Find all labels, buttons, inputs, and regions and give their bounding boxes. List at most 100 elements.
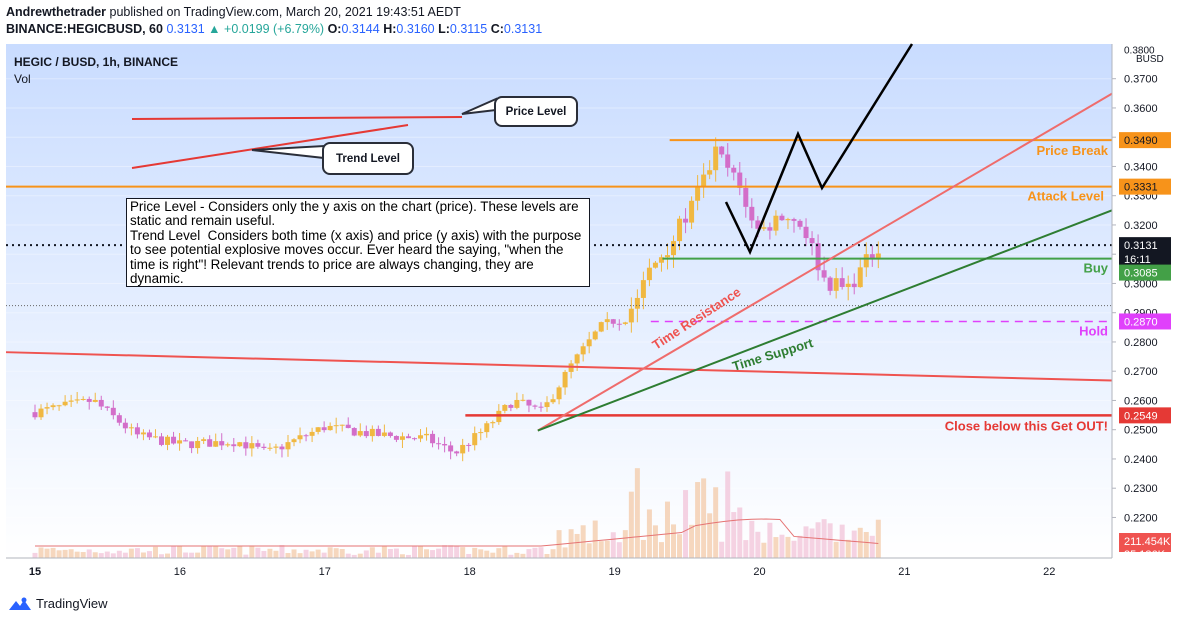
- volume-bar: [345, 553, 351, 558]
- buy-tag-bg: [1119, 264, 1171, 281]
- volume-bar: [725, 471, 731, 558]
- descending-trend-line[interactable]: [5, 351, 1113, 382]
- volume-bar: [243, 554, 249, 558]
- price-tick: 0.2500: [1124, 425, 1158, 437]
- time-tick: 16: [174, 566, 186, 578]
- candle-body: [393, 435, 399, 440]
- volume-bar: [472, 547, 478, 558]
- volume-bar: [44, 548, 50, 558]
- volume-bar: [92, 552, 98, 558]
- volume-bar: [839, 524, 845, 558]
- price-level-sample-line[interactable]: [131, 116, 463, 120]
- candle-body: [195, 440, 201, 449]
- price-level-callout-text: Price Level: [505, 105, 567, 118]
- volume-bar: [405, 554, 411, 558]
- volume-bar: [303, 549, 309, 558]
- description-textbox[interactable]: Price Level - Considers only the y axis …: [126, 198, 590, 287]
- trend-level-sample-line[interactable]: [131, 124, 409, 169]
- time-tick: 20: [753, 566, 765, 578]
- volume-bar: [165, 553, 171, 558]
- candle-body: [255, 443, 261, 447]
- last-price-tag-bg: [1119, 237, 1171, 268]
- projection-path[interactable]: [724, 43, 914, 256]
- candle-body: [249, 443, 255, 449]
- candle-body: [851, 283, 857, 288]
- volume-bar: [652, 525, 658, 558]
- candle-body: [363, 431, 369, 437]
- candle-body: [767, 227, 773, 231]
- publish-header: Andrewthetrader published on TradingView…: [6, 4, 542, 38]
- candle-body: [442, 444, 448, 446]
- volume-bar: [38, 547, 44, 558]
- volume-bar: [339, 548, 345, 558]
- volume-bar: [291, 549, 297, 558]
- close-value: 0.3131: [503, 22, 543, 36]
- volume-bar: [454, 546, 460, 558]
- candle-body: [315, 427, 321, 432]
- candle-body: [92, 399, 98, 402]
- volume-bar: [237, 545, 243, 558]
- candle-body: [658, 257, 664, 263]
- volume-bar: [797, 535, 803, 558]
- candle-body: [526, 399, 532, 406]
- price-level-callout[interactable]: Price Level: [494, 96, 578, 127]
- candle-body: [827, 277, 833, 291]
- close-label: C:: [490, 22, 504, 36]
- volume-bar: [381, 545, 387, 558]
- candle-body: [418, 435, 424, 439]
- vol-label: Vol: [14, 72, 31, 86]
- volume-bar: [761, 542, 767, 558]
- volume-bar: [779, 534, 785, 558]
- candle-body: [309, 431, 315, 436]
- volume-bar: [80, 552, 86, 558]
- symbol-label: BINANCE:HEGICBUSD, 60: [6, 22, 163, 36]
- volume-bar: [68, 549, 74, 558]
- volume-bar: [285, 553, 291, 558]
- author-name[interactable]: Andrewthetrader: [6, 5, 107, 19]
- time-support-line[interactable]: [537, 209, 1113, 432]
- time-axis[interactable]: 15 16 17 18 19 20 21 22: [6, 557, 1112, 580]
- time-tick: 22: [1043, 566, 1055, 578]
- volume-bar: [231, 547, 237, 558]
- volume-bar: [538, 547, 544, 558]
- volume-bar: [586, 543, 592, 558]
- volume-bar: [424, 549, 430, 558]
- volume-bar: [56, 550, 62, 558]
- candle-body: [803, 226, 809, 239]
- candle-body: [98, 399, 104, 407]
- candle-body: [773, 215, 779, 231]
- candle-body: [375, 428, 381, 436]
- volume-bar: [803, 526, 809, 558]
- price-change: ▲ +0.0199 (+6.79%): [208, 22, 325, 36]
- candle-body: [671, 241, 677, 256]
- candle-body: [484, 423, 490, 433]
- volume-bar: [755, 531, 761, 558]
- candle-body: [213, 441, 219, 447]
- volume-bar: [279, 545, 285, 558]
- attack-level-label: Attack Level: [1027, 189, 1104, 204]
- chart-legend: HEGIC / BUSD, 1h, BINANCE Vol: [14, 54, 178, 88]
- candle-body: [219, 441, 225, 446]
- candle-body: [797, 220, 803, 227]
- price-axis[interactable]: 0.3800BUSD0.37000.36000.35000.34000.3300…: [1111, 44, 1188, 561]
- get-out-tag-bg: [1119, 407, 1171, 424]
- volume-bar: [484, 550, 490, 558]
- trend-level-callout[interactable]: Trend Level: [322, 142, 414, 175]
- volume-bar: [719, 541, 725, 558]
- volume-bar: [689, 524, 695, 558]
- candle-body: [755, 220, 761, 229]
- price-tick: 0.3400: [1124, 161, 1158, 173]
- candle-body: [833, 278, 839, 291]
- volume-bar: [152, 546, 158, 558]
- time-tick: 18: [464, 566, 476, 578]
- volume-bar: [261, 550, 267, 558]
- candle-body: [839, 278, 845, 287]
- volume-bar: [827, 523, 833, 558]
- footer-brand[interactable]: TradingView: [8, 596, 108, 611]
- price-tick: 0.2700: [1124, 366, 1158, 378]
- volume-bar: [707, 513, 713, 558]
- candle-body: [158, 436, 164, 445]
- low-label: L:: [438, 22, 450, 36]
- time-resistance-line[interactable]: [537, 92, 1113, 432]
